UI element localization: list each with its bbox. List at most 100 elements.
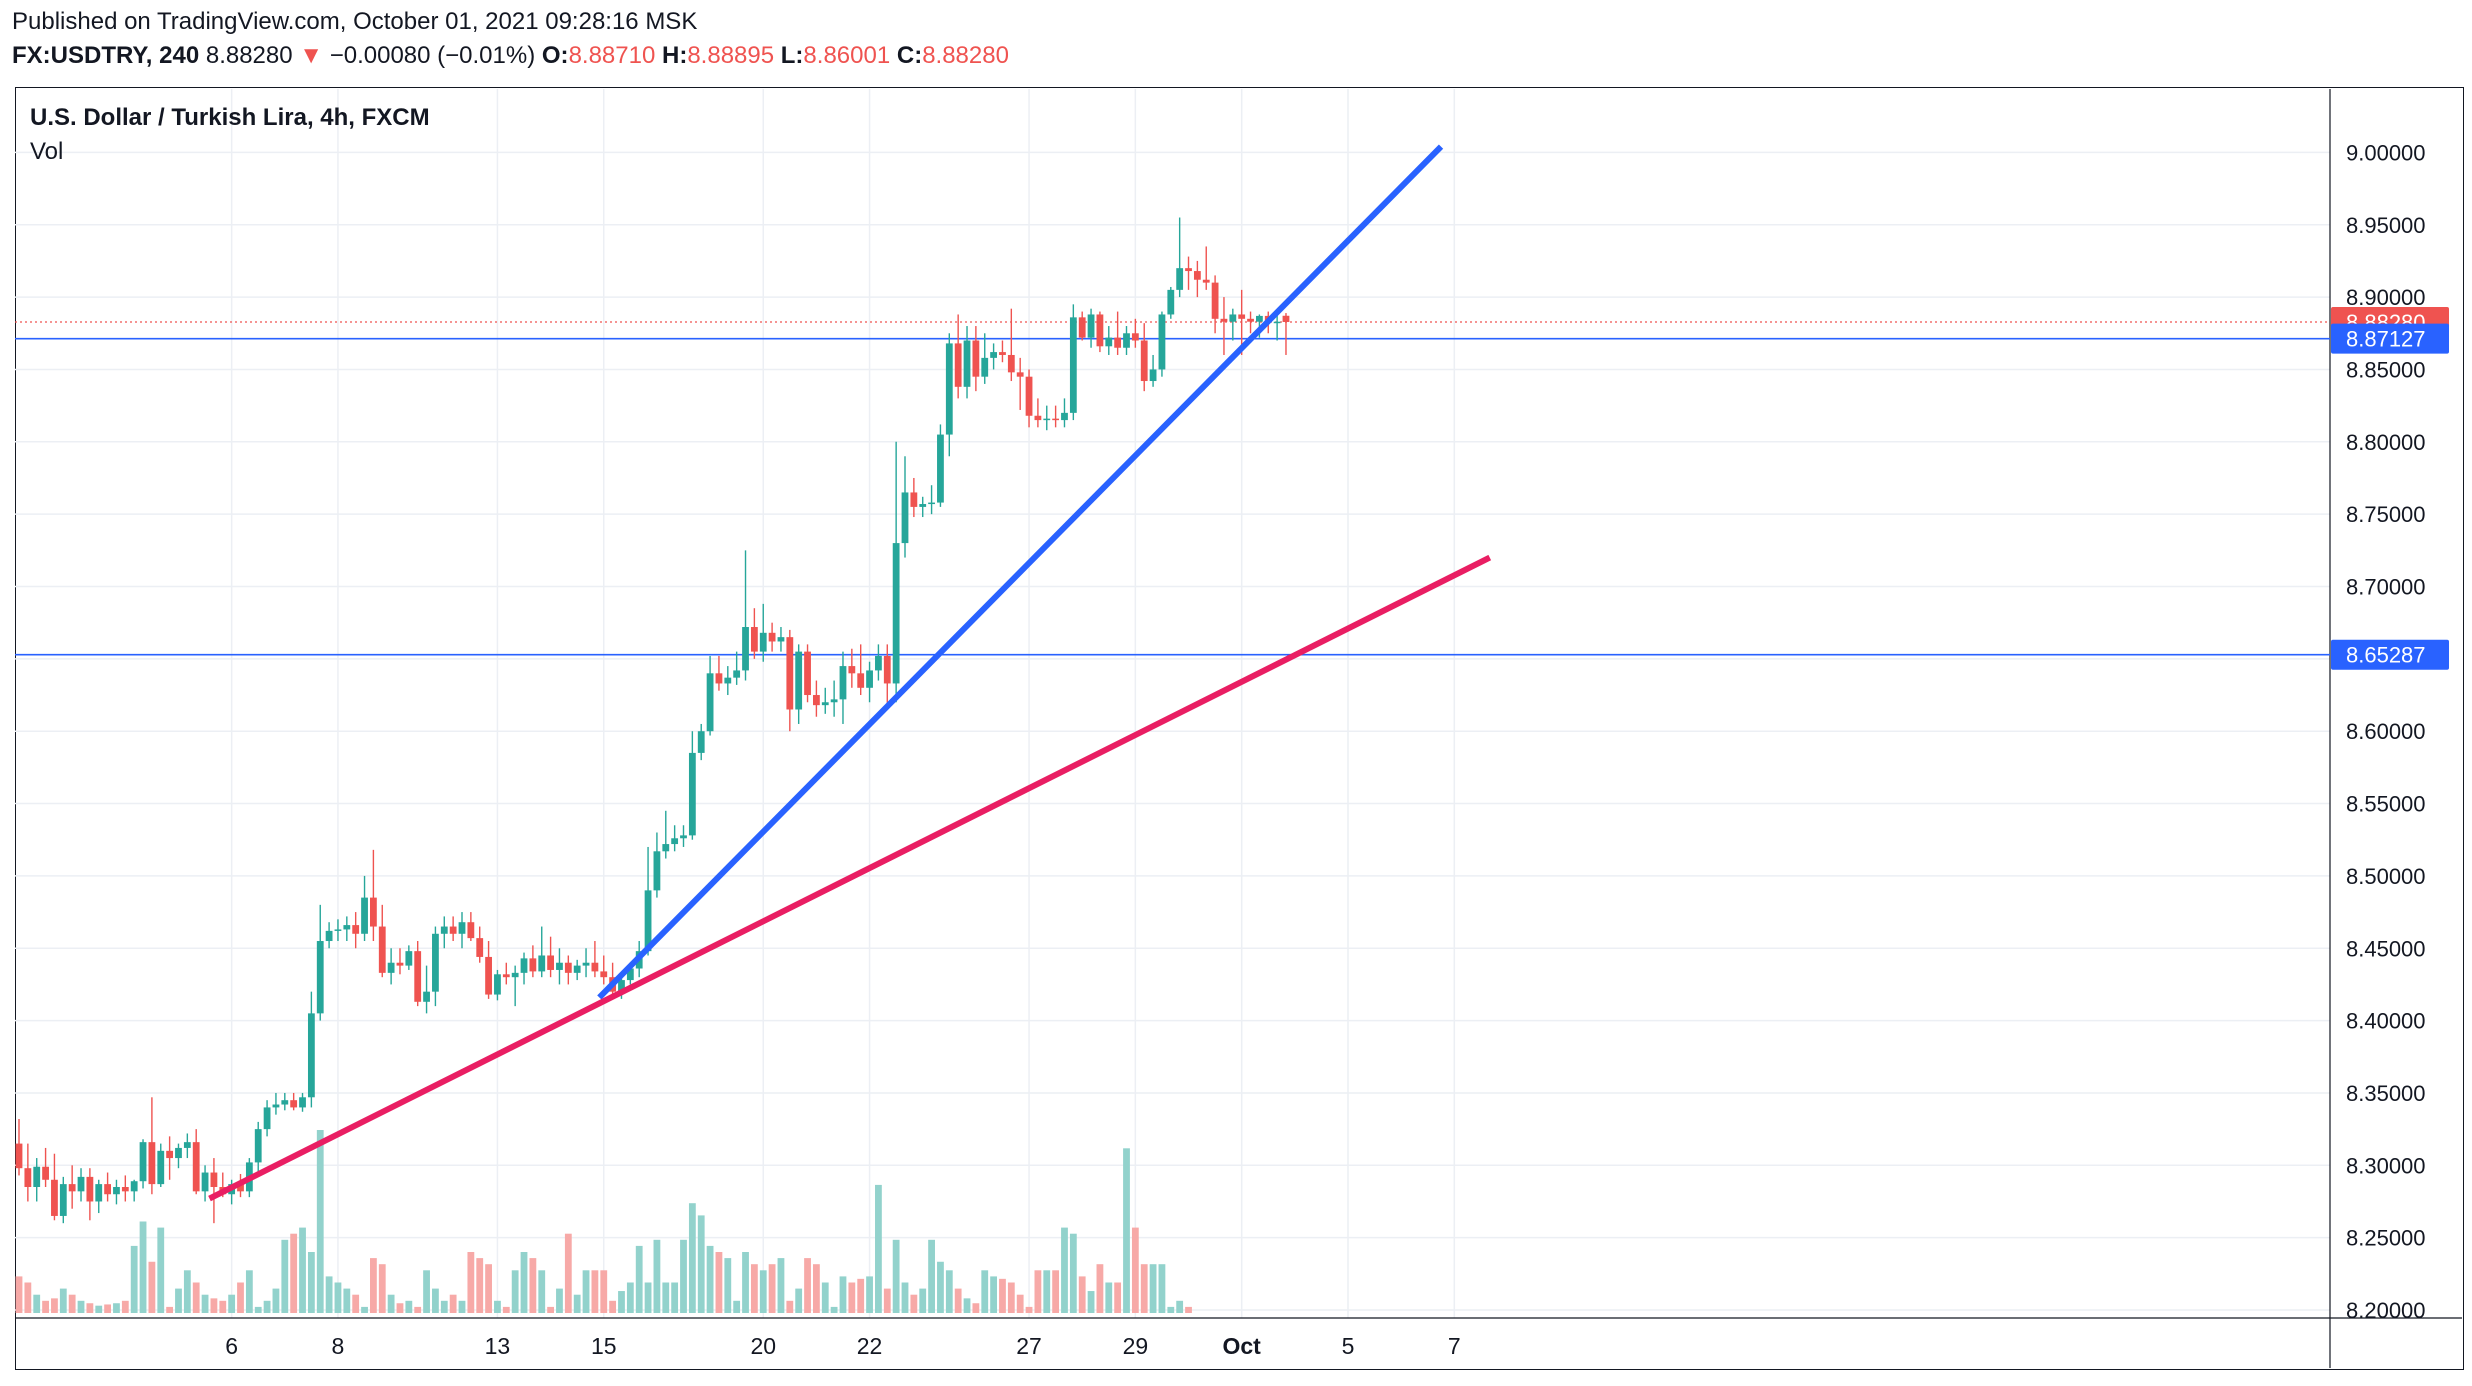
low-value: 8.86001 — [803, 42, 891, 69]
candle-body — [1211, 282, 1219, 319]
candle-body — [821, 702, 829, 706]
candle-body — [582, 962, 590, 966]
candle-body — [945, 343, 953, 435]
volume-bar — [759, 1270, 767, 1313]
candle-body — [662, 844, 670, 852]
volume-bar — [458, 1300, 466, 1313]
candle-body — [600, 971, 608, 978]
candle-body — [458, 922, 466, 934]
candle-body — [405, 951, 413, 966]
candle-body — [644, 890, 652, 952]
candle-body — [795, 651, 803, 710]
candle-body — [1007, 354, 1015, 373]
candle-body — [121, 1187, 129, 1192]
candle-body — [378, 926, 386, 973]
volume-bar — [804, 1258, 811, 1313]
volume-bar — [299, 1227, 306, 1313]
volume-bar — [892, 1239, 900, 1313]
volume-bar — [290, 1233, 298, 1313]
volume-bar — [307, 1252, 315, 1313]
volume-bar — [821, 1282, 829, 1313]
volume-bar — [33, 1294, 41, 1313]
y-tick-label: 8.80000 — [2346, 430, 2426, 455]
candle-body — [343, 925, 351, 930]
candle-body — [86, 1176, 94, 1202]
volume-bar — [219, 1300, 227, 1313]
volume-bar — [547, 1306, 554, 1313]
volume-bar — [626, 1282, 634, 1313]
volume-bar — [609, 1300, 617, 1313]
volume-bar — [361, 1306, 368, 1313]
down-arrow-icon: ▼ — [299, 42, 324, 69]
volume-bar — [635, 1245, 643, 1313]
candle-body — [485, 956, 492, 995]
low-label: L: — [780, 42, 804, 69]
volume-bar — [387, 1294, 395, 1313]
price-badge-label: 8.65287 — [2346, 643, 2426, 668]
x-tick-label: 6 — [225, 1333, 238, 1359]
volume-bar — [653, 1239, 661, 1313]
candle-body — [883, 655, 891, 684]
volume-bar — [1069, 1233, 1077, 1313]
volume-bar — [538, 1270, 546, 1313]
candle-body — [1220, 318, 1228, 322]
volume-bar — [272, 1288, 280, 1313]
volume-bar — [1087, 1291, 1095, 1313]
candle-body — [1123, 333, 1130, 348]
hline-price-badge — [2331, 323, 2449, 354]
candle-body — [113, 1187, 120, 1195]
candle-body — [1158, 314, 1166, 370]
candle-body — [680, 835, 687, 839]
volume-bar — [325, 1276, 333, 1313]
volume-bar — [742, 1252, 749, 1313]
volume-bar — [502, 1306, 510, 1313]
volume-bar — [449, 1294, 457, 1313]
candle-body — [1105, 337, 1113, 347]
candle-body — [848, 666, 856, 674]
x-tick-label: Oct — [1223, 1333, 1262, 1359]
candle-body — [573, 965, 581, 973]
candle-body — [688, 752, 696, 836]
volume-bar — [990, 1276, 997, 1313]
close-value: 8.88280 — [922, 42, 1009, 69]
volume-bar — [166, 1306, 174, 1313]
high-value: 8.88895 — [687, 42, 775, 69]
volume-bar — [281, 1239, 289, 1313]
y-tick-label: 8.25000 — [2346, 1226, 2426, 1251]
candle-body — [724, 677, 732, 684]
candle-body — [556, 962, 563, 970]
volume-bar — [866, 1276, 873, 1313]
volume-bar — [1052, 1270, 1060, 1313]
candle-body — [715, 673, 723, 684]
volume-bar — [564, 1233, 572, 1313]
volume-bar — [1105, 1282, 1113, 1313]
candle-body — [972, 340, 980, 377]
candle-body — [1034, 415, 1042, 421]
candle-body — [263, 1107, 271, 1130]
volume-bar — [644, 1282, 652, 1313]
candle-body — [538, 955, 546, 972]
candle-body — [307, 1013, 315, 1098]
volume-bar — [883, 1288, 891, 1313]
candle-body — [1282, 315, 1290, 322]
candle-body — [804, 651, 811, 696]
volume-bar — [697, 1215, 705, 1313]
x-tick-label: 8 — [332, 1333, 345, 1359]
volume-bar — [130, 1245, 138, 1313]
candle-body — [1140, 340, 1148, 382]
candle-body — [564, 962, 572, 973]
x-tick-label: 20 — [750, 1333, 776, 1359]
volume-bar — [77, 1300, 85, 1313]
volume-bar — [901, 1282, 909, 1313]
volume-bar — [1114, 1282, 1122, 1313]
candle-body — [449, 926, 457, 934]
candle-body — [237, 1184, 244, 1192]
volume-bar — [254, 1306, 262, 1313]
volume-bar — [1140, 1264, 1148, 1313]
volume-bar — [954, 1288, 962, 1313]
x-tick-label: 22 — [857, 1333, 883, 1359]
volume-bar — [618, 1291, 625, 1313]
candle-body — [281, 1100, 289, 1105]
y-tick-label: 9.00000 — [2346, 140, 2426, 165]
